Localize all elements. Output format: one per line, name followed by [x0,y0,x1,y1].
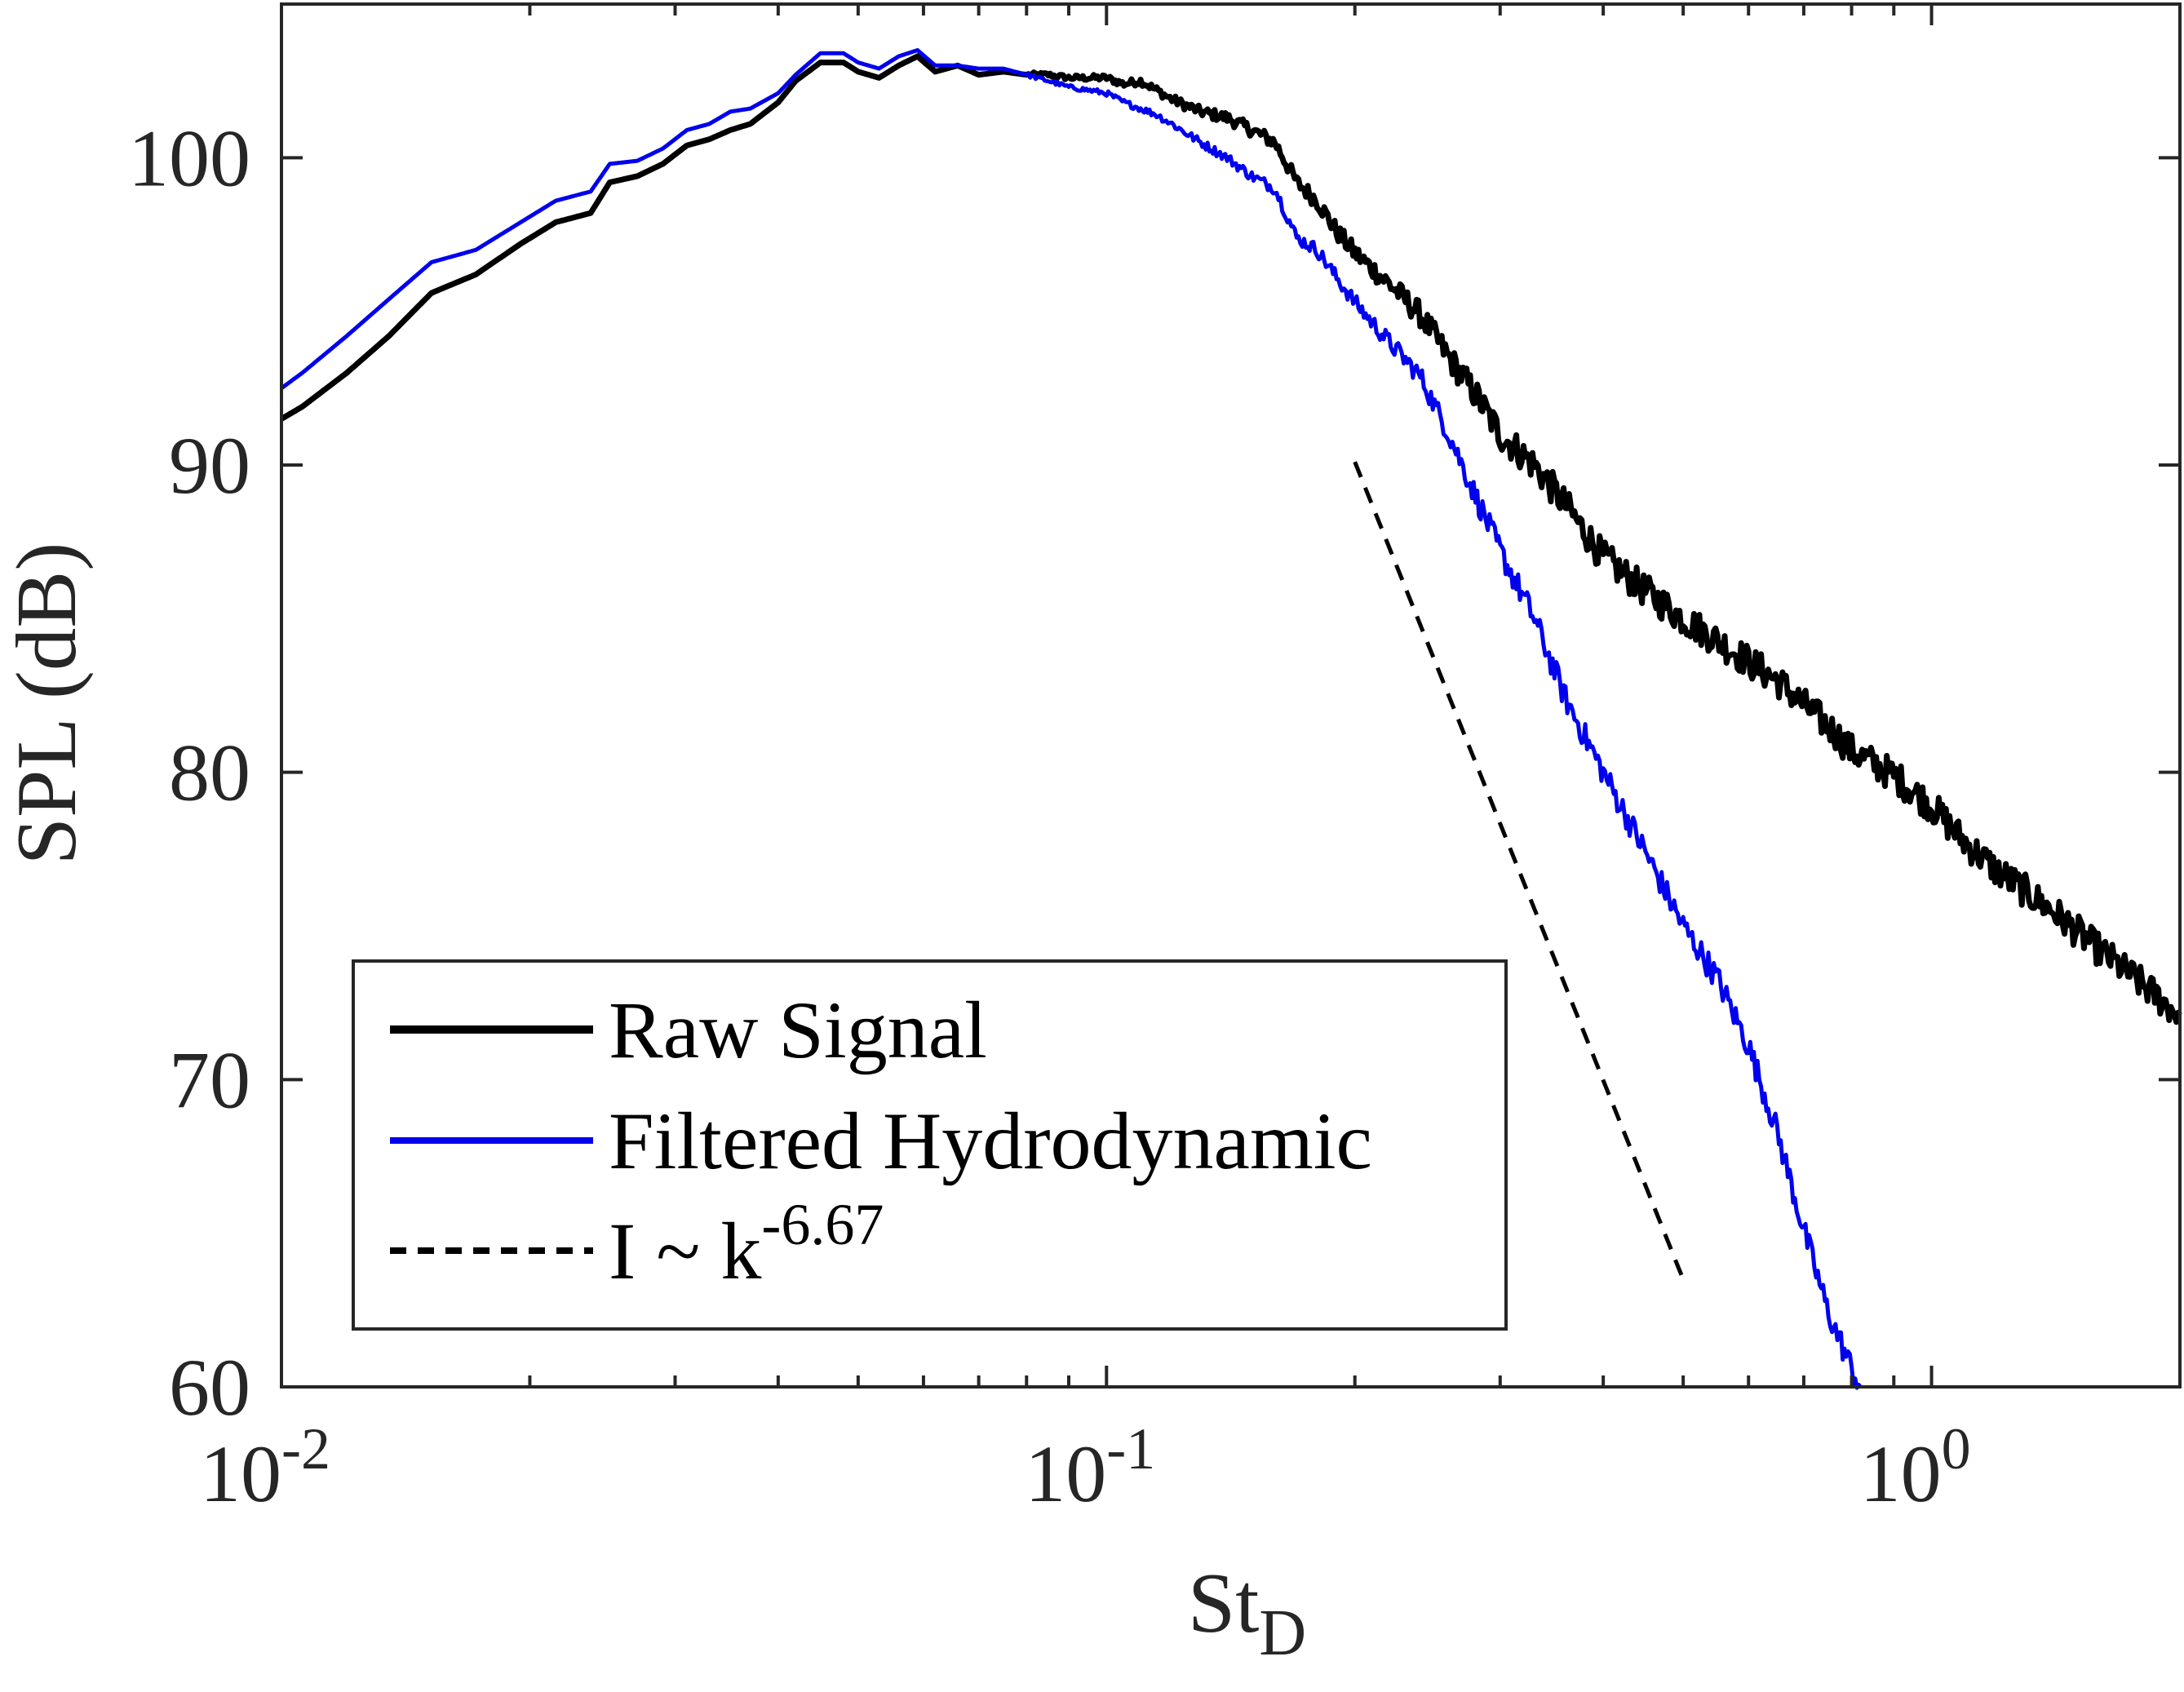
plot-area-frame [280,2,2182,1389]
x-axis-label: StD [1188,1555,1306,1669]
y-tick-label: 80 [169,728,250,818]
y-tick-label: 70 [169,1034,250,1125]
x-tick-label: 100 [1860,1416,1971,1519]
series-line-power-law-reference [1353,461,1686,1281]
x-axis-label-base: St [1188,1555,1260,1650]
legend-label-raw-signal: Raw Signal [609,985,987,1075]
legend-box [352,959,1508,1331]
x-tick-label: 10-2 [200,1416,330,1519]
y-axis-label: SPL (dB) [0,543,94,866]
series-layer [280,48,2182,1390]
series-line-filtered-hydrodynamic [280,48,1863,1390]
axis-ticks: 60 70 80 90 100 10-2 10-1 100 [128,4,2180,1519]
x-tick-label: 10-1 [1025,1416,1155,1519]
legend-label-filtered-hydrodynamic: Filtered Hydrodynamic [609,1096,1372,1186]
legend-label-power-law-exponent: -6.67 [761,1192,884,1257]
legend: Raw Signal Filtered Hydrodynamic I ~ k-6… [352,959,1508,1331]
y-tick-label: 90 [169,420,250,511]
x-axis-label-subscript: D [1259,1597,1306,1669]
y-tick-label: 60 [169,1342,250,1433]
series-line-raw-signal [280,53,2182,1025]
y-tick-label: 100 [128,113,250,203]
legend-label-power-law-main: I ~ k [609,1206,761,1296]
legend-label-power-law: I ~ k-6.67 [609,1192,884,1296]
